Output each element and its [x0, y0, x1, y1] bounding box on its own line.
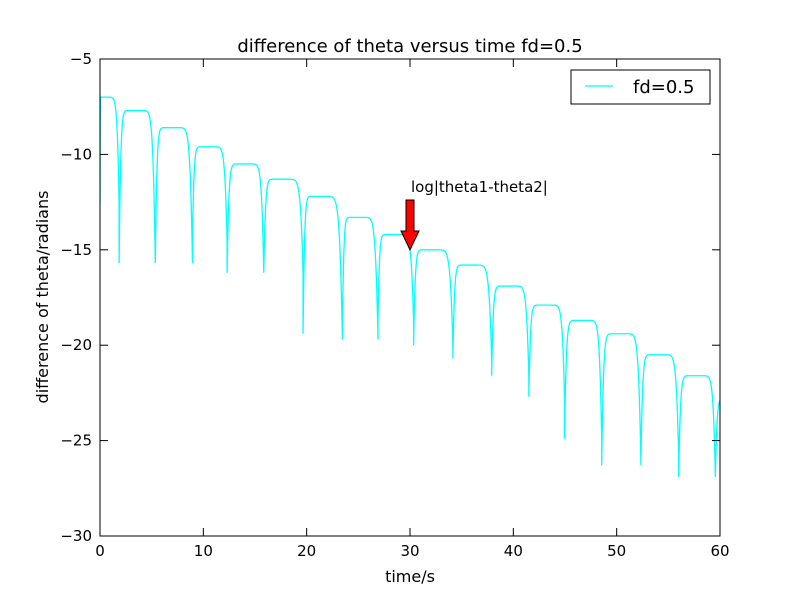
annotation-arrow	[400, 199, 420, 252]
x-tick-label: 30	[400, 542, 419, 560]
x-tick-label: 0	[95, 542, 105, 560]
x-tick-label: 10	[194, 542, 213, 560]
plot-frame	[99, 58, 721, 537]
y-tick-label: −15	[60, 241, 92, 259]
legend-entry: fd=0.5	[633, 77, 694, 98]
y-tick-label: −10	[60, 145, 92, 163]
y-tick-label: −25	[60, 432, 92, 450]
y-tick-label: −5	[70, 50, 92, 68]
legend-box	[570, 69, 711, 105]
series-line	[100, 96, 720, 477]
y-tick-label: −30	[60, 527, 92, 545]
x-tick-label: 60	[710, 542, 729, 560]
legend: fd=0.5	[570, 69, 711, 105]
annotation-text: log|theta1-theta2|	[411, 178, 548, 196]
y-axis-label: difference of theta/radians	[33, 191, 52, 404]
chart-title: difference of theta versus time fd=0.5	[237, 36, 582, 57]
y-tick-label: −20	[60, 336, 92, 354]
x-tick-label: 50	[607, 542, 626, 560]
x-axis-label: time/s	[385, 567, 435, 586]
x-tick-label: 40	[504, 542, 523, 560]
x-tick-label: 20	[297, 542, 316, 560]
